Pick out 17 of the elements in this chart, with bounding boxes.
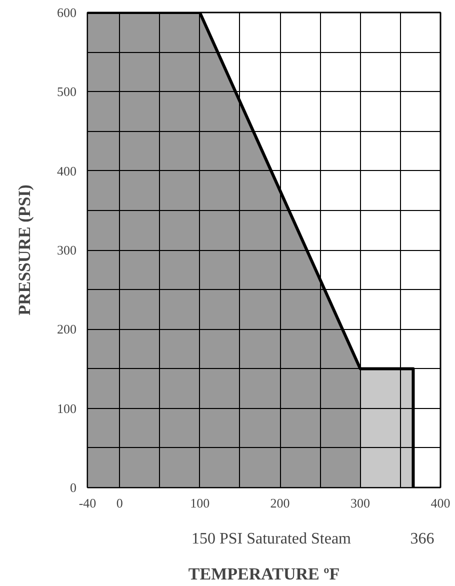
x-tick-label: 400 [430, 496, 450, 510]
y-tick-label: 0 [70, 480, 76, 495]
y-tick-label: 300 [57, 242, 76, 258]
y-tick-label: 100 [57, 400, 76, 416]
y-axis-title: PRESSURE (PSI) [15, 184, 34, 316]
x-axis-title: TEMPERATURE ºF [188, 564, 340, 584]
x-tick-label: 0 [116, 496, 123, 510]
y-tick-label: 200 [57, 322, 76, 337]
y-tick-label: 400 [57, 163, 76, 178]
x-tick-label: 300 [350, 496, 370, 510]
text: 150 PSI Saturated Steam [191, 530, 352, 548]
y-tick-label: 600 [57, 5, 76, 20]
y-tick-label: 500 [57, 84, 76, 100]
x-tick-label: 200 [270, 496, 290, 510]
text: 366 [410, 530, 434, 548]
x-tick-label: -40 [78, 496, 96, 510]
x-tick-label: 100 [190, 496, 210, 510]
